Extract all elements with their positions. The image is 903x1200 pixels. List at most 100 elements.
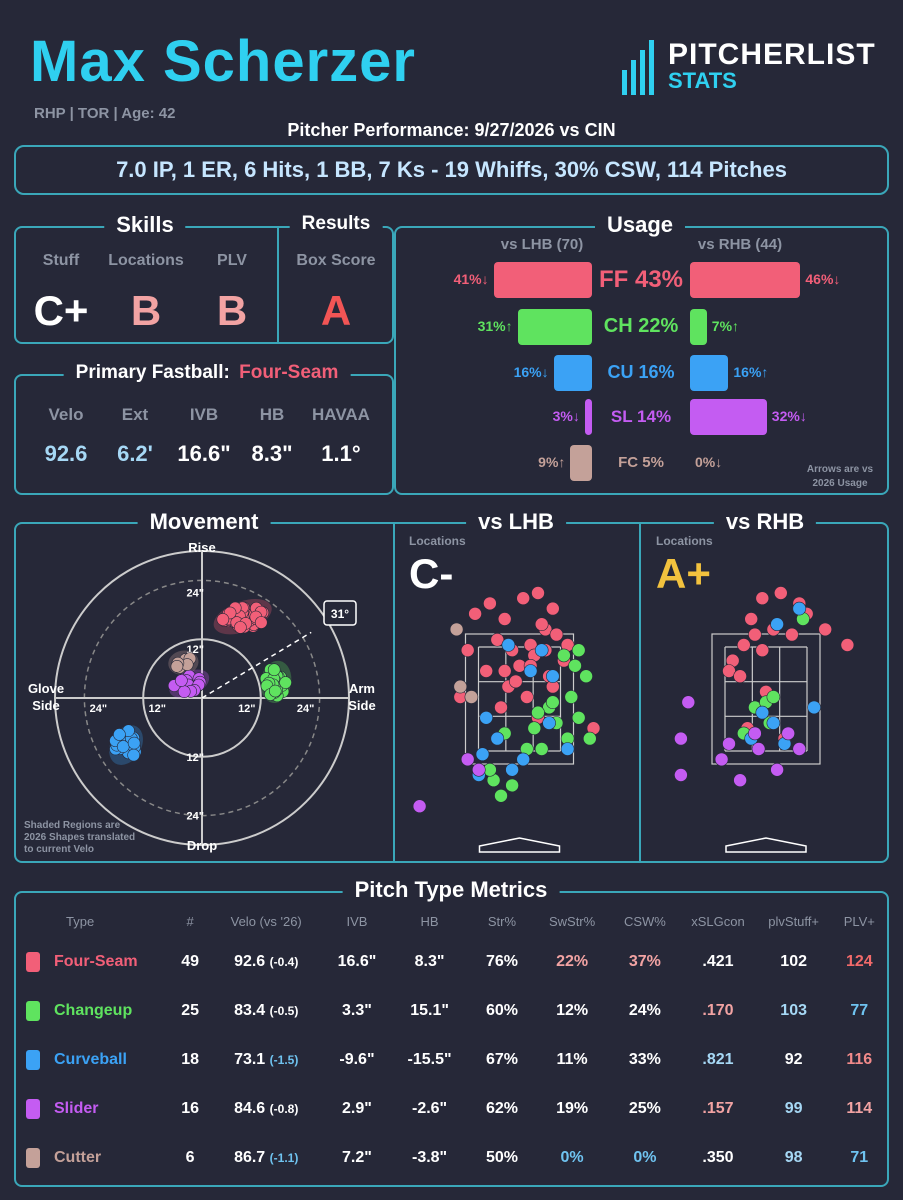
- pitch-type-cell: Slider: [26, 1084, 171, 1133]
- ivb-cell: 3.3": [342, 1001, 372, 1019]
- csw-cell: 33%: [628, 1050, 661, 1068]
- vs-rhb-title: vs RHB: [713, 509, 817, 535]
- movement-point: [216, 613, 230, 626]
- location-point-curveball: [523, 664, 538, 678]
- movement-point: [268, 684, 282, 698]
- pitch-type-name: Four-Seam: [54, 952, 138, 970]
- velo-cell: 83.4 (-0.5): [209, 986, 323, 1035]
- location-point-changeup: [531, 705, 545, 720]
- location-point-curveball: [501, 638, 516, 652]
- csw-cell: 24%: [628, 1001, 661, 1019]
- location-point-changeup: [583, 731, 597, 746]
- pitch-swatch: [26, 1147, 40, 1168]
- fastball-panel: [14, 374, 394, 495]
- lhb-locations-label: Locations: [409, 534, 466, 548]
- location-point-curveball: [546, 669, 560, 683]
- pitch-type-cell: Cutter: [26, 1133, 171, 1182]
- location-point-curveball: [792, 601, 807, 616]
- count-cell: 6: [185, 1148, 195, 1166]
- ivb-cell: 2.9": [342, 1099, 372, 1117]
- logo-bars-icon: [622, 40, 654, 95]
- usage-lhb-label: vs LHB (70): [500, 236, 584, 253]
- usage-pitch-name: FC 5%: [618, 453, 664, 471]
- usage-pct-lhb: 3%↓: [552, 408, 580, 424]
- location-point-four-seam: [468, 607, 482, 621]
- usage-note-line2: 2026 Usage: [812, 478, 868, 489]
- box-score-label: Box Score: [296, 252, 376, 269]
- usage-bar-rhb: [690, 262, 801, 298]
- pitch-type-cell: Four-Seam: [26, 937, 171, 986]
- stuff-grade: C+: [33, 287, 89, 334]
- plv-cell: 124: [845, 952, 873, 970]
- metrics-header: PLV+: [843, 913, 875, 929]
- ring-label-left-24: 24": [90, 703, 107, 715]
- str-cell: 50%: [485, 1148, 518, 1166]
- xslg-cell: .821: [702, 1050, 734, 1068]
- skills-title: Skills: [104, 212, 186, 238]
- home-plate-icon: [478, 837, 561, 853]
- ivb-value: 16.6": [177, 441, 231, 466]
- movement-note-line: 2026 Shapes translated: [24, 832, 135, 843]
- location-point-changeup: [534, 742, 549, 756]
- location-point-slider: [674, 731, 688, 746]
- usage-pct-lhb: 16%↓: [513, 364, 549, 380]
- usage-pct-rhb: 7%↑: [711, 318, 740, 334]
- velo-cell: 86.7 (-1.1): [209, 1133, 323, 1182]
- pitch-type-cell: Curveball: [26, 1035, 171, 1084]
- plv-grade: B: [216, 287, 248, 334]
- location-point-curveball: [479, 711, 493, 725]
- movement-point: [127, 736, 141, 750]
- movement-panel: [14, 522, 889, 863]
- havaa-label: HAVAA: [312, 405, 370, 424]
- location-point-four-seam: [744, 612, 758, 626]
- ivb-cell: 7.2": [342, 1148, 372, 1166]
- location-point-slider: [472, 763, 486, 777]
- fastball-title-prefix: Primary Fastball:: [75, 362, 230, 383]
- location-point-four-seam: [490, 633, 505, 647]
- lhb-location-chart: [412, 586, 601, 853]
- pitch-type-name: Cutter: [54, 1148, 102, 1166]
- location-point-changeup: [568, 659, 582, 673]
- location-point-four-seam: [516, 591, 530, 605]
- movement-point: [116, 740, 130, 753]
- hb-cell: 15.1": [410, 1001, 449, 1019]
- hb-cell: 8.3": [414, 952, 445, 970]
- fastball-title-pitch: Four-Seam: [239, 362, 339, 383]
- metrics-header: plvStuff+: [768, 913, 819, 929]
- location-point-curveball: [770, 617, 784, 631]
- location-point-cutter: [464, 690, 479, 704]
- location-point-four-seam: [549, 627, 564, 642]
- count-cell: 25: [181, 1001, 200, 1019]
- arm-label: Arm: [349, 681, 375, 696]
- usage-bar-lhb: [493, 262, 592, 298]
- pitch-swatch: [26, 951, 40, 972]
- location-point-cutter: [453, 679, 468, 694]
- usage-pct-rhb: 46%↓: [805, 271, 841, 287]
- str-cell: 67%: [485, 1050, 518, 1068]
- location-point-curveball: [755, 705, 770, 720]
- ivb-cell: -9.6": [339, 1050, 375, 1068]
- str-cell: 60%: [485, 1001, 518, 1019]
- movement-point: [113, 728, 126, 741]
- glove-label: Glove: [28, 681, 64, 696]
- location-point-four-seam: [534, 617, 549, 631]
- pitch-type-cell: Changeup: [26, 986, 171, 1035]
- location-point-slider: [748, 726, 762, 741]
- arm-side-label: Side: [348, 698, 375, 713]
- stuff-cell: 98: [784, 1148, 803, 1166]
- havaa-value: 1.1°: [321, 441, 361, 466]
- usage-pitch-name: SL 14%: [610, 406, 672, 426]
- str-cell: 76%: [485, 952, 518, 970]
- location-point-changeup: [571, 643, 586, 657]
- location-point-curveball: [542, 716, 556, 730]
- movement-title: Movement: [137, 509, 271, 535]
- location-point-slider: [460, 752, 475, 767]
- usage-pct-rhb: 32%↓: [771, 408, 807, 424]
- movement-point: [267, 663, 281, 677]
- count-cell: 16: [181, 1099, 200, 1117]
- usage-rhb-label: vs RHB (44): [697, 236, 783, 253]
- metrics-header: Type: [66, 913, 95, 929]
- location-point-four-seam: [497, 664, 512, 678]
- location-point-four-seam: [483, 596, 497, 611]
- movement-note-line: to current Velo: [24, 844, 94, 855]
